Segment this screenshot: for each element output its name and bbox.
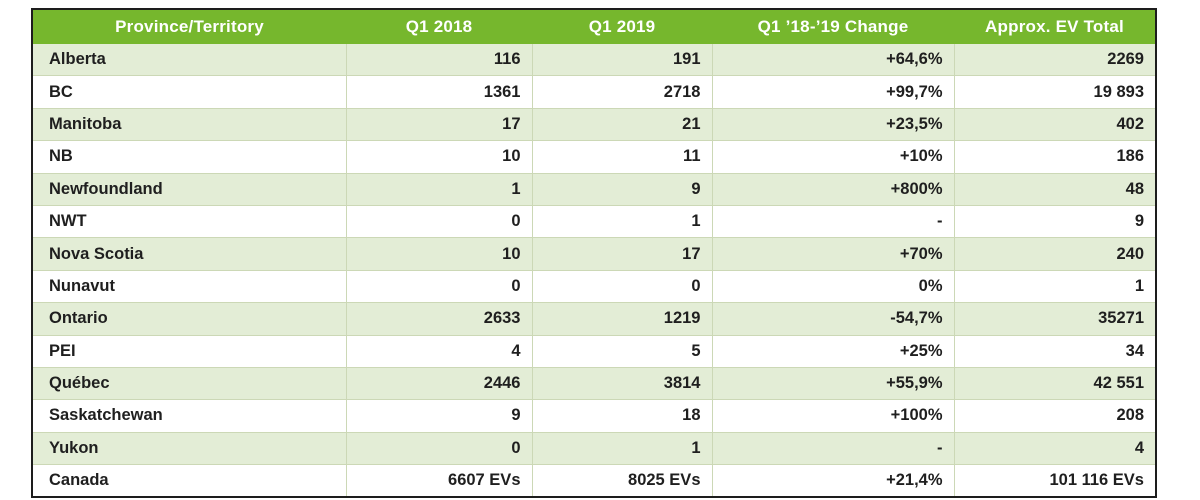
cell-change: +23,5% [711, 107, 954, 141]
cell-q1-2019: 8025 EVs [531, 464, 712, 497]
col-header-q1-2018: Q1 2018 [346, 10, 532, 44]
cell-q1-2019: 21 [531, 107, 712, 141]
cell-ev-total: 240 [953, 237, 1155, 271]
cell-change: +21,4% [711, 464, 954, 497]
cell-change: +64,6% [711, 44, 954, 76]
cell-q1-2018: 116 [345, 44, 532, 76]
cell-q1-2019: 1 [531, 431, 712, 465]
table-row-saskatchewan: Saskatchewan 9 18 +100% 208 [33, 399, 1155, 433]
cell-province: NWT [33, 204, 346, 238]
cell-q1-2018: 0 [345, 269, 532, 303]
cell-province: Yukon [33, 431, 346, 465]
cell-q1-2018: 1 [345, 172, 532, 206]
table-row-nwt: NWT 0 1 - 9 [33, 204, 1155, 238]
cell-change: - [711, 431, 954, 465]
cell-province: Manitoba [33, 107, 346, 141]
cell-ev-total: 402 [953, 107, 1155, 141]
cell-q1-2019: 3814 [531, 366, 712, 400]
cell-ev-total: 35271 [953, 302, 1155, 336]
table-row-manitoba: Manitoba 17 21 +23,5% 402 [33, 107, 1155, 141]
cell-q1-2018: 9 [345, 399, 532, 433]
cell-ev-total: 34 [953, 334, 1155, 368]
cell-change: +70% [711, 237, 954, 271]
cell-ev-total: 2269 [953, 44, 1155, 76]
table-row-alberta: Alberta 116 191 +64,6% 2269 [33, 44, 1155, 76]
cell-province: BC [33, 75, 346, 109]
table-row-pei: PEI 4 5 +25% 34 [33, 334, 1155, 368]
table-row-yukon: Yukon 0 1 - 4 [33, 431, 1155, 465]
cell-province: Ontario [33, 302, 346, 336]
cell-change: +25% [711, 334, 954, 368]
cell-ev-total: 42 551 [953, 366, 1155, 400]
cell-change: +800% [711, 172, 954, 206]
cell-province: Nunavut [33, 269, 346, 303]
table-row-newfoundland: Newfoundland 1 9 +800% 48 [33, 172, 1155, 206]
cell-ev-total: 48 [953, 172, 1155, 206]
cell-ev-total: 1 [953, 269, 1155, 303]
cell-q1-2019: 1219 [531, 302, 712, 336]
col-header-province: Province/Territory [33, 10, 346, 44]
cell-q1-2018: 0 [345, 204, 532, 238]
cell-province: Nova Scotia [33, 237, 346, 271]
col-header-ev-total: Approx. EV Total [954, 10, 1155, 44]
table-row-bc: BC 1361 2718 +99,7% 19 893 [33, 75, 1155, 109]
cell-q1-2018: 6607 EVs [345, 464, 532, 497]
cell-province: PEI [33, 334, 346, 368]
cell-change: -54,7% [711, 302, 954, 336]
cell-ev-total: 186 [953, 140, 1155, 174]
cell-q1-2019: 1 [531, 204, 712, 238]
table-row-nova-scotia: Nova Scotia 10 17 +70% 240 [33, 237, 1155, 271]
cell-q1-2018: 2446 [345, 366, 532, 400]
cell-change: - [711, 204, 954, 238]
cell-province: Newfoundland [33, 172, 346, 206]
cell-q1-2018: 10 [345, 140, 532, 174]
cell-q1-2019: 5 [531, 334, 712, 368]
ev-sales-table-frame: Province/Territory Q1 2018 Q1 2019 Q1 ’1… [31, 8, 1157, 499]
cell-change: +100% [711, 399, 954, 433]
col-header-change: Q1 ’18-’19 Change [712, 10, 954, 44]
cell-province: Alberta [33, 44, 346, 76]
table-row-canada-total: Canada 6607 EVs 8025 EVs +21,4% 101 116 … [33, 464, 1155, 497]
cell-q1-2019: 11 [531, 140, 712, 174]
table-row-nb: NB 10 11 +10% 186 [33, 140, 1155, 174]
cell-change: +99,7% [711, 75, 954, 109]
cell-province: Québec [33, 366, 346, 400]
cell-province: Canada [33, 464, 346, 497]
cell-q1-2019: 2718 [531, 75, 712, 109]
cell-ev-total: 101 116 EVs [953, 464, 1155, 497]
cell-ev-total: 208 [953, 399, 1155, 433]
col-header-q1-2019: Q1 2019 [532, 10, 712, 44]
cell-q1-2019: 18 [531, 399, 712, 433]
cell-q1-2018: 10 [345, 237, 532, 271]
cell-q1-2018: 4 [345, 334, 532, 368]
cell-ev-total: 4 [953, 431, 1155, 465]
cell-q1-2018: 17 [345, 107, 532, 141]
cell-change: 0% [711, 269, 954, 303]
cell-province: Saskatchewan [33, 399, 346, 433]
cell-q1-2018: 1361 [345, 75, 532, 109]
cell-change: +10% [711, 140, 954, 174]
table-row-quebec: Québec 2446 3814 +55,9% 42 551 [33, 366, 1155, 400]
table-row-nunavut: Nunavut 0 0 0% 1 [33, 269, 1155, 303]
header-row: Province/Territory Q1 2018 Q1 2019 Q1 ’1… [33, 10, 1155, 44]
cell-q1-2019: 9 [531, 172, 712, 206]
cell-q1-2018: 0 [345, 431, 532, 465]
cell-province: NB [33, 140, 346, 174]
cell-q1-2019: 191 [531, 44, 712, 76]
cell-change: +55,9% [711, 366, 954, 400]
cell-ev-total: 19 893 [953, 75, 1155, 109]
cell-q1-2018: 2633 [345, 302, 532, 336]
cell-ev-total: 9 [953, 204, 1155, 238]
table-row-ontario: Ontario 2633 1219 -54,7% 35271 [33, 302, 1155, 336]
cell-q1-2019: 17 [531, 237, 712, 271]
ev-sales-table: Province/Territory Q1 2018 Q1 2019 Q1 ’1… [33, 10, 1155, 497]
cell-q1-2019: 0 [531, 269, 712, 303]
